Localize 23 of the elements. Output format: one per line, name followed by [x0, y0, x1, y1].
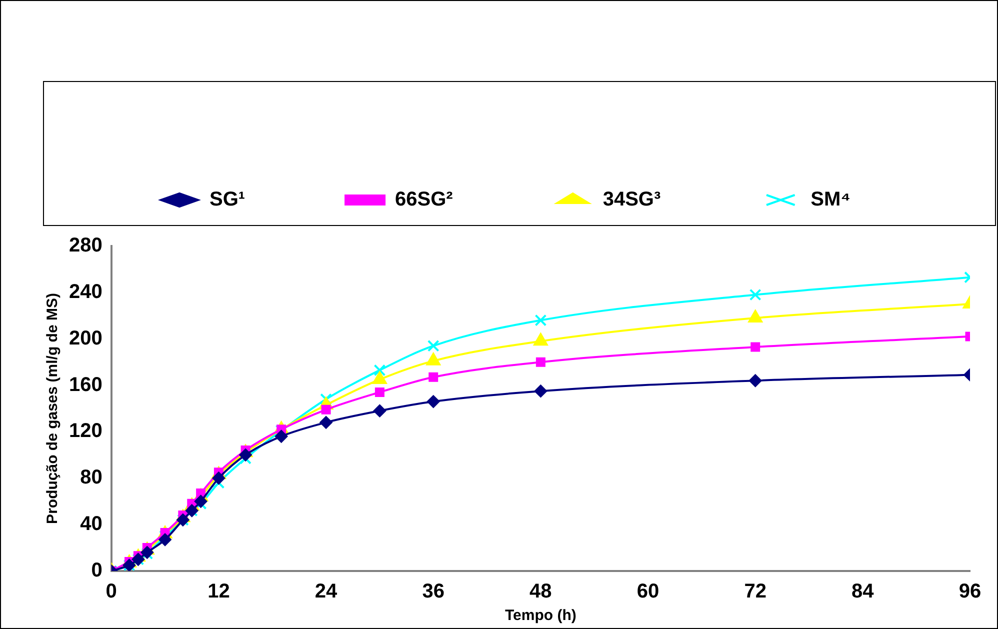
y-tick-label: 280	[68, 234, 102, 257]
legend-label: SM⁴	[810, 188, 851, 211]
y-tick-label: 80	[80, 466, 102, 489]
x-tick-label: 48	[530, 580, 552, 603]
x-tick-label: 96	[958, 580, 982, 603]
x-tick-label: 84	[852, 580, 875, 603]
x-tick-label: 72	[744, 580, 766, 603]
y-tick-label: 240	[68, 280, 102, 303]
legend-label: 34SG³	[602, 188, 661, 211]
y-axis-title: Produção de gases (ml/g de MS)	[44, 293, 62, 524]
y-tick-label: 120	[68, 420, 102, 442]
x-tick-label: 60	[636, 580, 660, 603]
y-tick-label: 200	[68, 327, 102, 350]
x-tick-label: 36	[422, 580, 444, 603]
x-axis-title: Tempo (h)	[504, 607, 576, 624]
x-tick-label: 24	[314, 580, 338, 603]
y-tick-label: 0	[91, 560, 102, 582]
y-tick-label: 160	[68, 374, 102, 396]
x-tick-label: 0	[106, 580, 117, 603]
x-tick-label: 12	[208, 580, 230, 603]
y-tick-label: 40	[80, 513, 102, 536]
legend-label: 66SG²	[395, 188, 454, 211]
legend-label: SG¹	[209, 188, 246, 211]
